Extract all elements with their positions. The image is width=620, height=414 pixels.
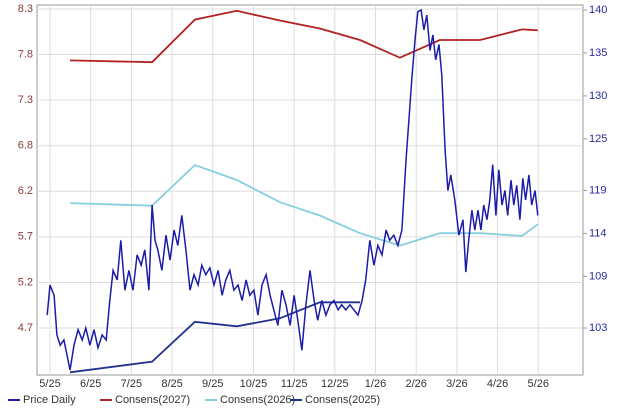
x-tick-label: 7/25 xyxy=(121,378,142,390)
legend-label: Price Daily xyxy=(23,394,76,406)
y-tick-label: 8.3 xyxy=(18,3,33,15)
y-tick-label: 7.3 xyxy=(18,94,33,106)
x-tick-label: 8/25 xyxy=(161,378,182,390)
x-tick-label: 5/25 xyxy=(39,378,60,390)
legend-label: Consens(2025) xyxy=(305,394,380,406)
y2-tick-label: 119 xyxy=(589,184,607,196)
x-tick-label: 9/25 xyxy=(202,378,223,390)
y-tick-label: 5.7 xyxy=(18,231,33,243)
series-line xyxy=(69,163,539,247)
y2-tick-label: 109 xyxy=(589,270,607,282)
y2-tick-label: 135 xyxy=(589,47,607,59)
y-tick-label: 4.7 xyxy=(18,322,33,334)
y-tick-label: 7.8 xyxy=(18,48,33,60)
y2-tick-label: 114 xyxy=(589,227,607,239)
y-tick-label: 6.8 xyxy=(18,140,33,152)
y2-tick-label: 140 xyxy=(589,4,607,16)
y-tick-label: 6.2 xyxy=(18,185,33,197)
series-line xyxy=(46,8,539,371)
x-tick-label: 2/26 xyxy=(405,378,426,390)
x-tick-label: 12/25 xyxy=(321,378,349,390)
x-tick-label: 10/25 xyxy=(240,378,268,390)
plot-area xyxy=(36,4,584,376)
y2-tick-label: 103 xyxy=(589,322,607,334)
series-line xyxy=(69,301,360,374)
x-tick-label: 4/26 xyxy=(487,378,508,390)
y2-tick-label: 125 xyxy=(589,133,607,145)
x-tick-label: 11/25 xyxy=(281,378,308,390)
x-tick-label: 3/26 xyxy=(446,378,467,390)
series-line xyxy=(69,9,538,64)
y2-tick-label: 130 xyxy=(589,90,607,102)
x-tick-label: 6/25 xyxy=(80,378,101,390)
x-tick-label: 1/26 xyxy=(365,378,386,390)
legend-label: Consens(2027) xyxy=(115,394,190,406)
y-tick-label: 5.2 xyxy=(18,276,33,288)
legend-label: Consens(2026) xyxy=(220,394,295,406)
x-tick-label: 5/26 xyxy=(528,378,549,390)
